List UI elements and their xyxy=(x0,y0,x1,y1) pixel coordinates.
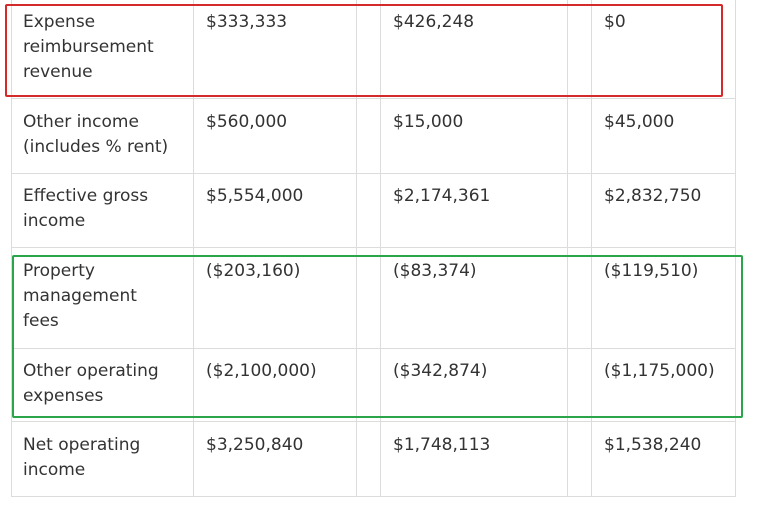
column-divider xyxy=(567,0,568,497)
financial-table: Expense reimbursement revenue $333,333 $… xyxy=(11,0,736,497)
row-value: ($119,510) xyxy=(604,261,699,281)
row-value: $2,174,361 xyxy=(393,186,491,206)
row-label: Effective gross income xyxy=(23,186,149,231)
column-divider xyxy=(356,0,357,497)
table-border-bottom xyxy=(11,496,736,497)
column-divider xyxy=(380,0,381,497)
row-value: ($1,175,000) xyxy=(604,361,715,381)
row-value: $1,538,240 xyxy=(604,435,702,455)
row-value: $333,333 xyxy=(206,12,288,32)
row-value: ($203,160) xyxy=(206,261,301,281)
table-border-left xyxy=(11,0,12,497)
row-label: Other operating expenses xyxy=(23,361,159,406)
row-label: Expense reimbursement revenue xyxy=(23,12,154,82)
row-value: $3,250,840 xyxy=(206,435,304,455)
row-divider xyxy=(11,173,736,174)
row-value: ($2,100,000) xyxy=(206,361,317,381)
row-divider xyxy=(11,98,736,99)
row-value: ($83,374) xyxy=(393,261,477,281)
column-divider xyxy=(193,0,194,497)
row-value: $426,248 xyxy=(393,12,475,32)
row-value: $1,748,113 xyxy=(393,435,491,455)
row-value: $5,554,000 xyxy=(206,186,304,206)
column-divider xyxy=(591,0,592,497)
table-border-right xyxy=(735,0,736,497)
row-value: $15,000 xyxy=(393,112,464,132)
row-value: $45,000 xyxy=(604,112,675,132)
row-divider xyxy=(11,247,736,248)
row-label: Property management fees xyxy=(23,261,137,331)
row-value: $0 xyxy=(604,12,626,32)
row-value: $560,000 xyxy=(206,112,288,132)
row-divider xyxy=(11,421,736,422)
row-value: $2,832,750 xyxy=(604,186,702,206)
row-label: Net operating income xyxy=(23,435,141,480)
row-label: Other income (includes % rent) xyxy=(23,112,169,157)
row-value: ($342,874) xyxy=(393,361,488,381)
row-divider xyxy=(11,348,736,349)
